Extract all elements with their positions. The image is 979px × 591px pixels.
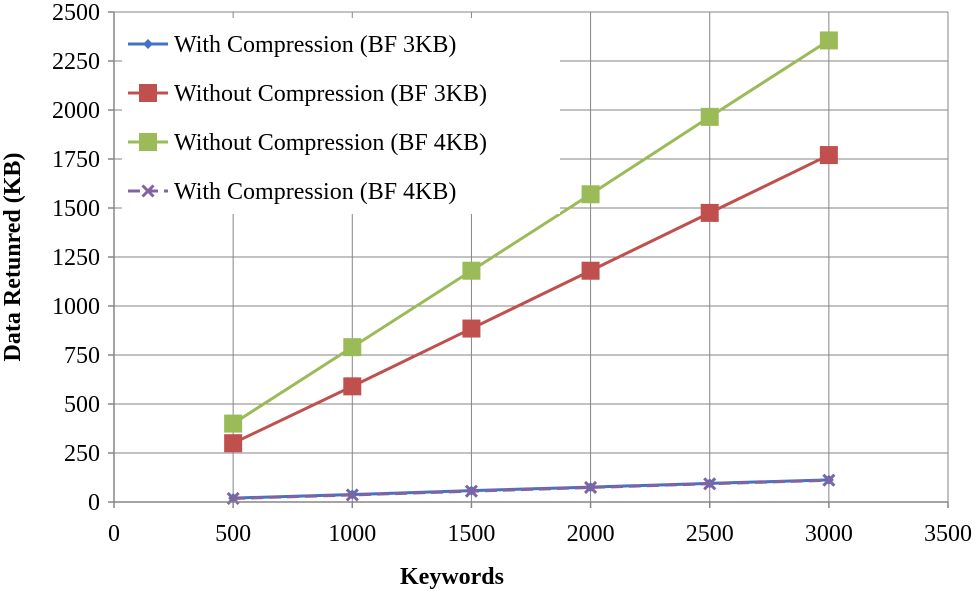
x-tick-label-7: 3500: [924, 521, 972, 547]
point-s2-0: [224, 414, 243, 433]
x-tick-label-2: 1000: [328, 521, 376, 547]
series-line-3: [233, 478, 829, 500]
x-tick-label-1: 500: [215, 521, 251, 547]
x-tick-label-5: 2500: [686, 521, 734, 547]
series-1: [224, 146, 838, 453]
y-tick-label-0: 0: [88, 490, 100, 516]
point-s3-3: [584, 480, 598, 495]
point-s1-4: [700, 203, 719, 222]
legend-entry-3: With Compression (BF 4KB): [128, 179, 456, 205]
point-s3-1: [345, 488, 359, 502]
series-group: [224, 31, 838, 506]
point-s1-3: [581, 261, 600, 280]
y-tick-label-2: 500: [64, 392, 100, 418]
x-axis-title: Keywords: [400, 564, 504, 590]
x-tick-label-0: 0: [108, 521, 120, 547]
legend-label-0: With Compression (BF 3KB): [174, 32, 456, 58]
legend: With Compression (BF 3KB) Without Compres…: [122, 18, 560, 214]
legend-background: [122, 18, 560, 214]
point-s2-1: [343, 338, 362, 357]
series-2: [224, 31, 838, 433]
y-tick-label-6: 1500: [52, 196, 100, 222]
point-s3-5: [822, 473, 836, 487]
x-tick-label-4: 2000: [567, 521, 615, 547]
y-tick-label-9: 2250: [52, 49, 100, 75]
y-tick-label-8: 2000: [52, 98, 100, 124]
x-tick-label-3: 1500: [447, 521, 495, 547]
y-tick-label-7: 1750: [52, 147, 100, 173]
y-tick-label-1: 250: [64, 441, 100, 467]
legend-swatch-marker-0: [143, 39, 153, 49]
point-s2-5: [819, 31, 838, 50]
point-s1-2: [462, 319, 481, 338]
point-s1-5: [819, 146, 838, 165]
legend-swatch-marker-3: [141, 184, 155, 198]
y-axis-title: Data Retunred (KB): [0, 153, 26, 362]
point-s3-4: [703, 477, 717, 491]
legend-entry-1: Without Compression (BF 3KB): [128, 81, 487, 107]
y-tick-label-5: 1250: [52, 245, 100, 271]
series-3: [226, 473, 836, 506]
point-s2-4: [700, 107, 719, 126]
x-tick-labels: 0 500 1000 1500 2000 2500 3000 3500: [108, 521, 972, 547]
legend-label-2: Without Compression (BF 4KB): [174, 130, 487, 156]
y-tick-label-3: 750: [64, 343, 100, 369]
series-line-1: [232, 153, 830, 445]
y-tick-label-10: 2500: [52, 0, 100, 26]
legend-label-1: Without Compression (BF 3KB): [174, 81, 487, 107]
legend-entry-2: Without Compression (BF 4KB): [128, 130, 487, 156]
y-tick-label-4: 1000: [52, 294, 100, 320]
legend-swatch-marker-1: [139, 84, 157, 102]
legend-label-3: With Compression (BF 4KB): [174, 179, 456, 205]
point-s3-2: [464, 484, 478, 498]
y-tick-labels: 0 250 500 750 1000 1250 1500 1750 2000 2250 2500: [52, 0, 100, 516]
point-s2-3: [581, 185, 600, 204]
axes: [108, 11, 949, 508]
legend-swatch-marker-2: [139, 133, 157, 151]
point-s1-1: [343, 377, 362, 396]
point-s2-2: [462, 261, 481, 280]
legend-entry-0: With Compression (BF 3KB): [128, 32, 456, 58]
series-line-2: [232, 39, 830, 425]
x-tick-label-6: 3000: [805, 521, 853, 547]
point-s1-0: [224, 434, 243, 453]
